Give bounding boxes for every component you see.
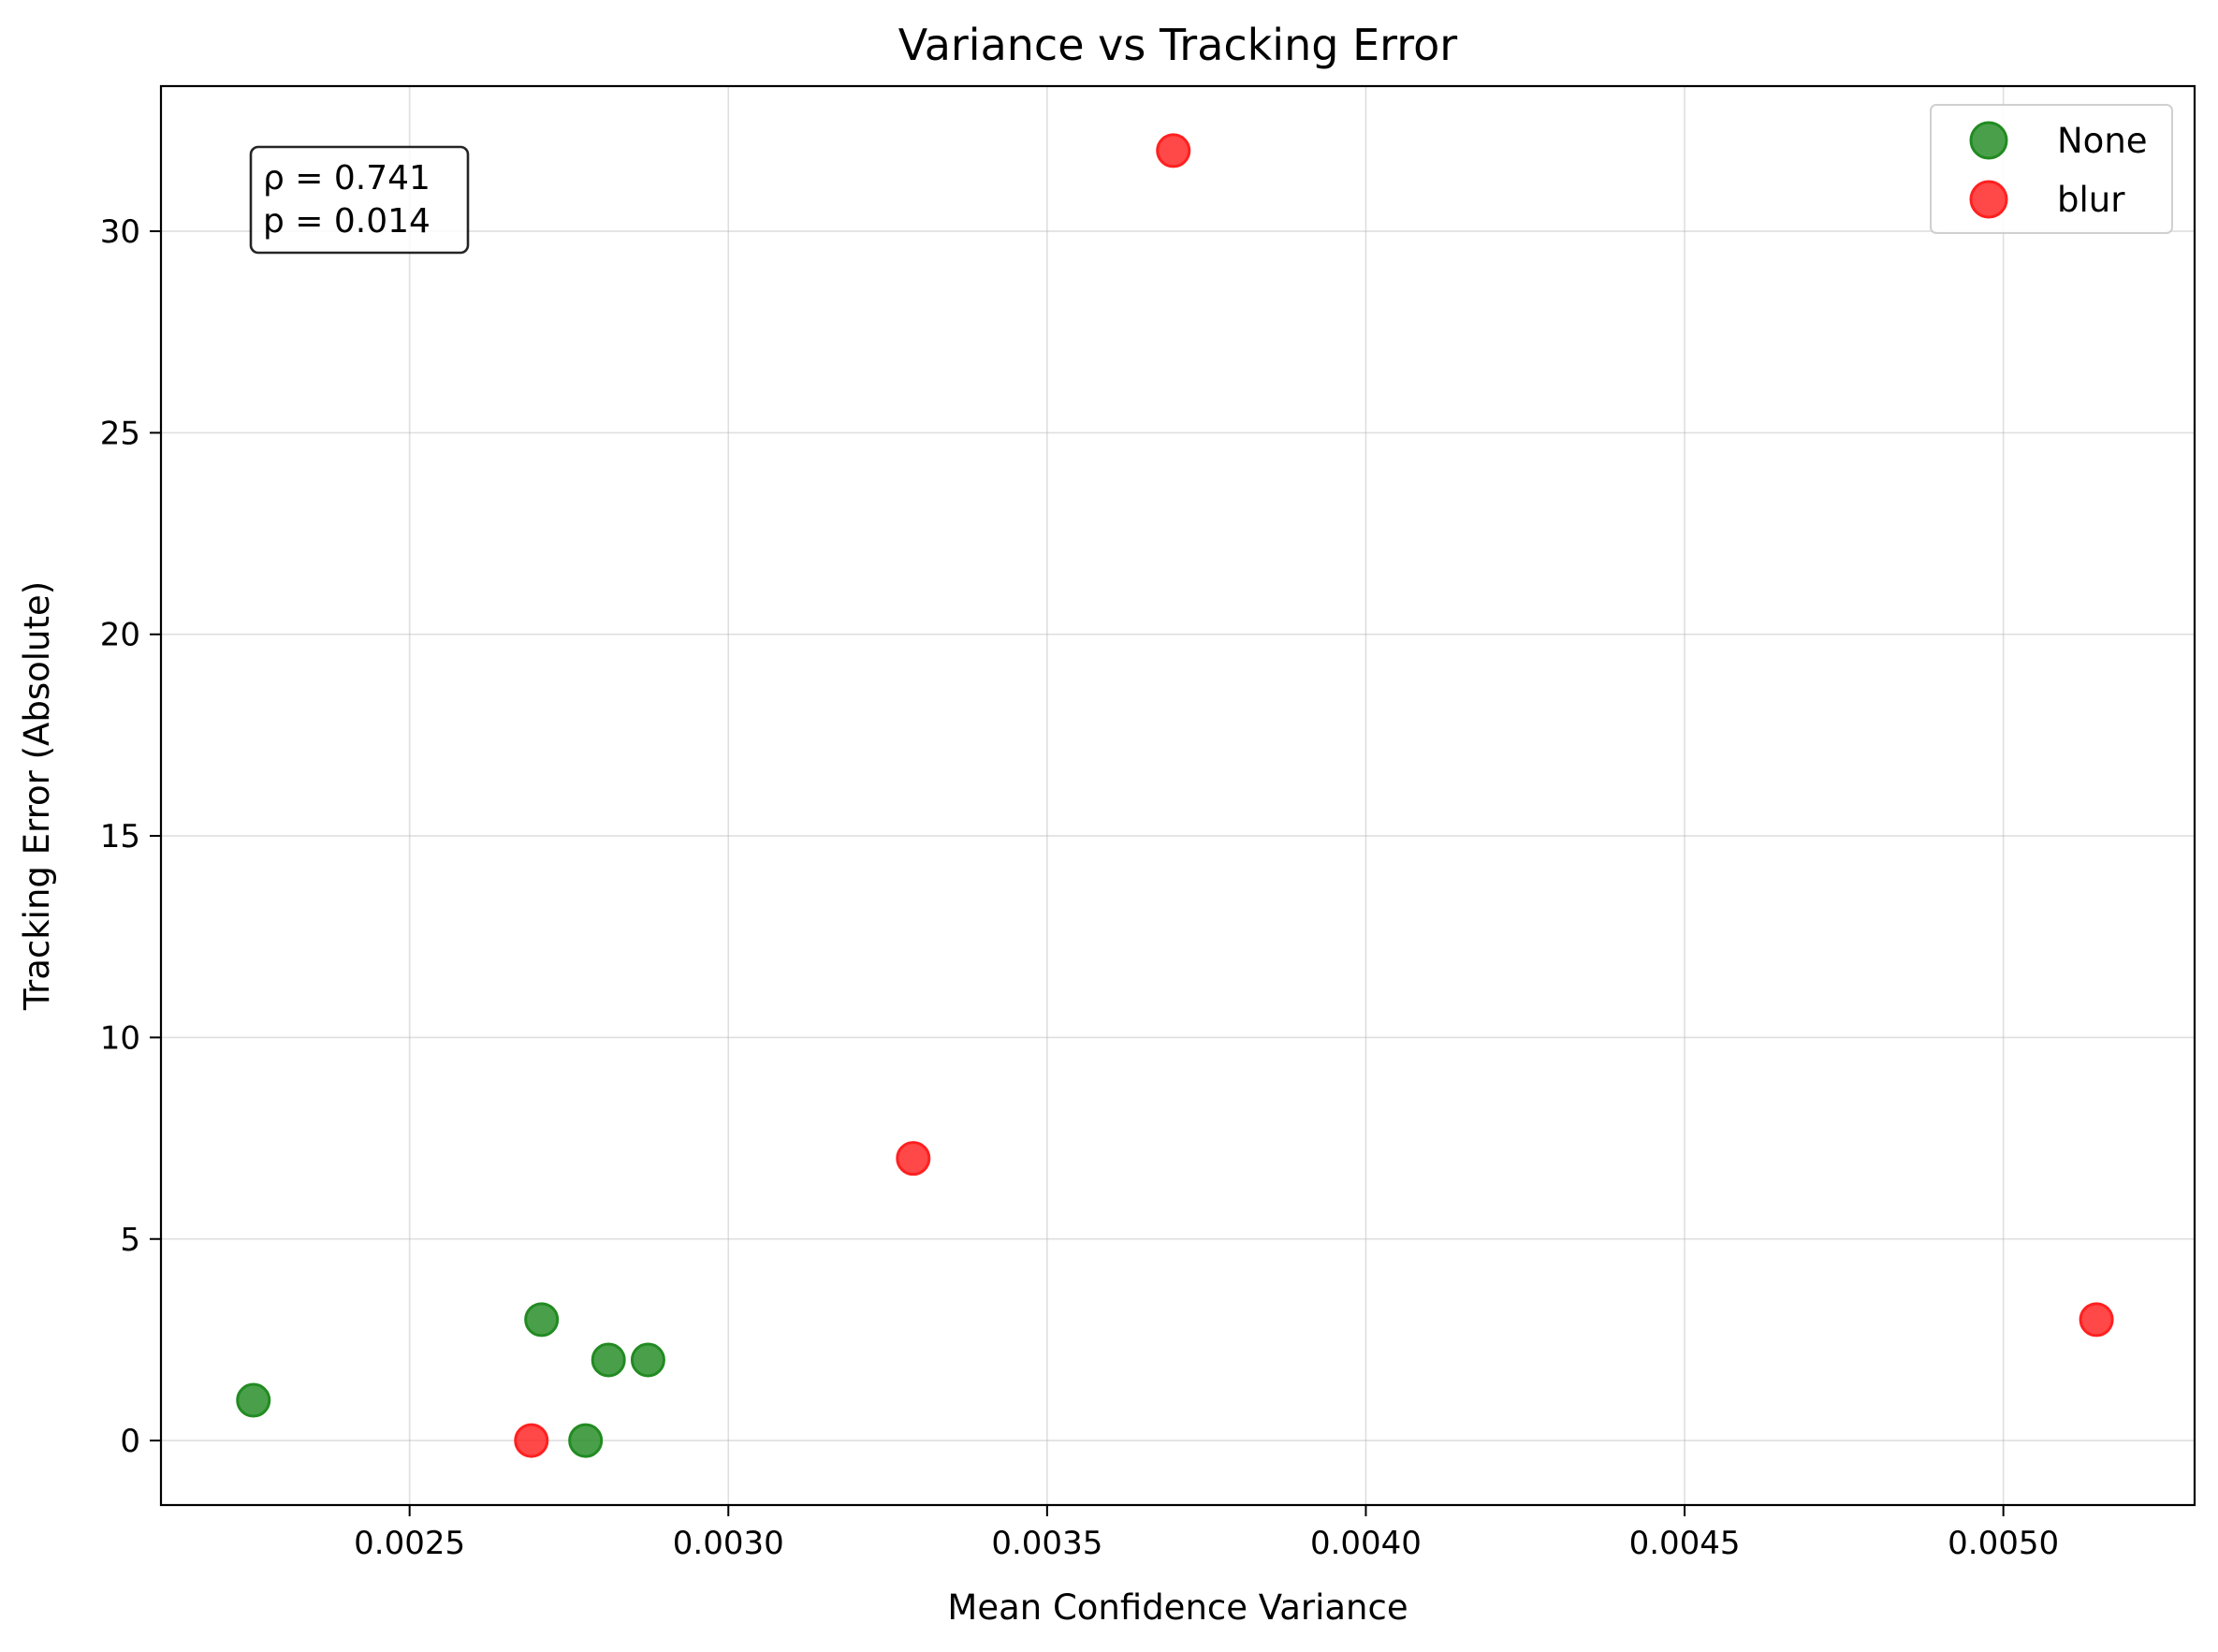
legend-marker-none bbox=[1969, 121, 2008, 160]
x-axis-label: Mean Confidence Variance bbox=[947, 1587, 1408, 1628]
data-point-none bbox=[591, 1342, 626, 1378]
axis-ticks: 0.0025 0.0030 0.0035 0.0040 0.0045 0.0050 0 5 10… bbox=[100, 213, 2059, 1562]
annotation-rho: ρ = 0.741 bbox=[263, 159, 430, 197]
data-point-none bbox=[524, 1302, 560, 1338]
annotation-box bbox=[249, 145, 470, 255]
y-tick-label: 5 bbox=[120, 1221, 140, 1259]
plot-frame bbox=[159, 84, 2196, 1507]
y-tick-label: 25 bbox=[100, 415, 140, 452]
legend-label-blur: blur bbox=[2057, 180, 2125, 220]
y-tick-label: 30 bbox=[100, 213, 140, 251]
x-tick-label: 0.0040 bbox=[1310, 1525, 1422, 1562]
data-point-none bbox=[236, 1382, 271, 1418]
y-axis-label: Tracking Error (Absolute) bbox=[17, 581, 57, 1011]
x-tick-label: 0.0030 bbox=[673, 1525, 784, 1562]
data-point-blur bbox=[2079, 1302, 2114, 1338]
y-tick-label: 0 bbox=[120, 1423, 140, 1460]
y-tick-label: 20 bbox=[100, 617, 140, 654]
x-tick-label: 0.0045 bbox=[1629, 1525, 1741, 1562]
x-tick-label: 0.0050 bbox=[1948, 1525, 2059, 1562]
legend-marker-blur bbox=[1969, 180, 2008, 219]
data-point-blur bbox=[896, 1141, 931, 1177]
chart-title: Variance vs Tracking Error bbox=[898, 20, 1457, 70]
legend-label-none: None bbox=[2057, 121, 2148, 161]
x-tick-label: 0.0025 bbox=[354, 1525, 465, 1562]
y-tick-label: 10 bbox=[100, 1019, 140, 1057]
data-point-none bbox=[568, 1423, 604, 1458]
data-point-none bbox=[630, 1342, 665, 1378]
grid bbox=[161, 86, 2195, 1505]
legend: None blur bbox=[1930, 104, 2173, 234]
data-point-blur bbox=[514, 1423, 549, 1458]
y-tick-label: 15 bbox=[100, 818, 140, 855]
x-tick-label: 0.0035 bbox=[991, 1525, 1102, 1562]
data-points bbox=[236, 133, 2114, 1458]
data-point-blur bbox=[1156, 133, 1191, 168]
annotation-p-value: p = 0.014 bbox=[263, 202, 430, 241]
correlation-annotation: ρ = 0.741 p = 0.014 bbox=[249, 145, 470, 255]
